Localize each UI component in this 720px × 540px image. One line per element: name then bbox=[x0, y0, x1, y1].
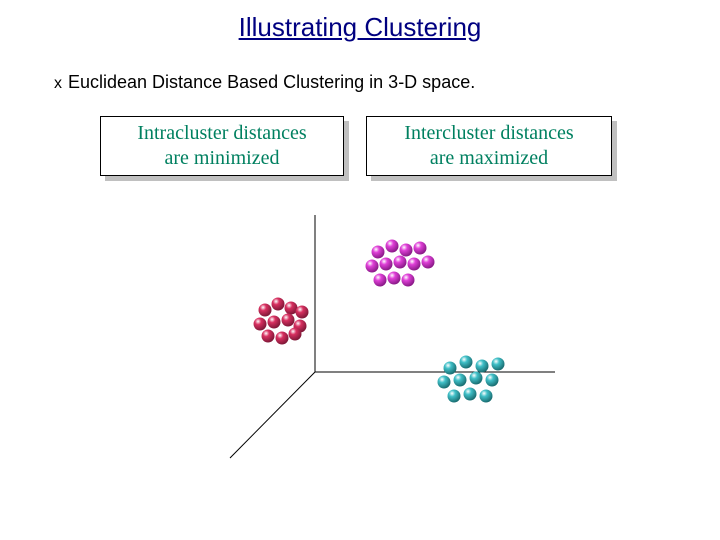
data-point bbox=[366, 260, 379, 273]
data-point bbox=[272, 298, 285, 311]
data-point bbox=[414, 242, 427, 255]
data-point bbox=[464, 388, 477, 401]
data-point bbox=[386, 240, 399, 253]
intracluster-label-box: Intracluster distances are minimized bbox=[100, 116, 344, 176]
data-point bbox=[394, 256, 407, 269]
intercluster-label-box: Intercluster distances are maximized bbox=[366, 116, 612, 176]
intercluster-line2: are maximized bbox=[383, 146, 595, 171]
intercluster-line1: Intercluster distances bbox=[383, 121, 595, 146]
data-point bbox=[470, 372, 483, 385]
data-point bbox=[402, 274, 415, 287]
data-point bbox=[380, 258, 393, 271]
data-point bbox=[422, 256, 435, 269]
data-point bbox=[486, 374, 499, 387]
data-point bbox=[268, 316, 281, 329]
intracluster-line1: Intracluster distances bbox=[117, 121, 327, 146]
data-point bbox=[438, 376, 451, 389]
data-point bbox=[476, 360, 489, 373]
page-title: Illustrating Clustering bbox=[0, 12, 720, 43]
intracluster-line2: are minimized bbox=[117, 146, 327, 171]
bullet-marker: x bbox=[54, 75, 62, 92]
data-point bbox=[492, 358, 505, 371]
data-point bbox=[262, 330, 275, 343]
data-point bbox=[388, 272, 401, 285]
data-point bbox=[259, 304, 272, 317]
data-point bbox=[400, 244, 413, 257]
clustering-diagram bbox=[150, 200, 590, 480]
magenta-cluster bbox=[366, 240, 435, 287]
teal-cluster bbox=[438, 356, 505, 403]
data-point bbox=[444, 362, 457, 375]
data-point bbox=[372, 246, 385, 259]
data-point bbox=[254, 318, 267, 331]
red-cluster bbox=[254, 298, 309, 345]
bullet-text: Euclidean Distance Based Clustering in 3… bbox=[68, 72, 475, 92]
data-point bbox=[296, 306, 309, 319]
data-point bbox=[374, 274, 387, 287]
data-point bbox=[276, 332, 289, 345]
data-point bbox=[408, 258, 421, 271]
data-point bbox=[460, 356, 473, 369]
data-point bbox=[480, 390, 493, 403]
data-point bbox=[289, 328, 302, 341]
bullet-line: x Euclidean Distance Based Clustering in … bbox=[54, 72, 475, 93]
data-point bbox=[454, 374, 467, 387]
data-point bbox=[448, 390, 461, 403]
data-point bbox=[282, 314, 295, 327]
